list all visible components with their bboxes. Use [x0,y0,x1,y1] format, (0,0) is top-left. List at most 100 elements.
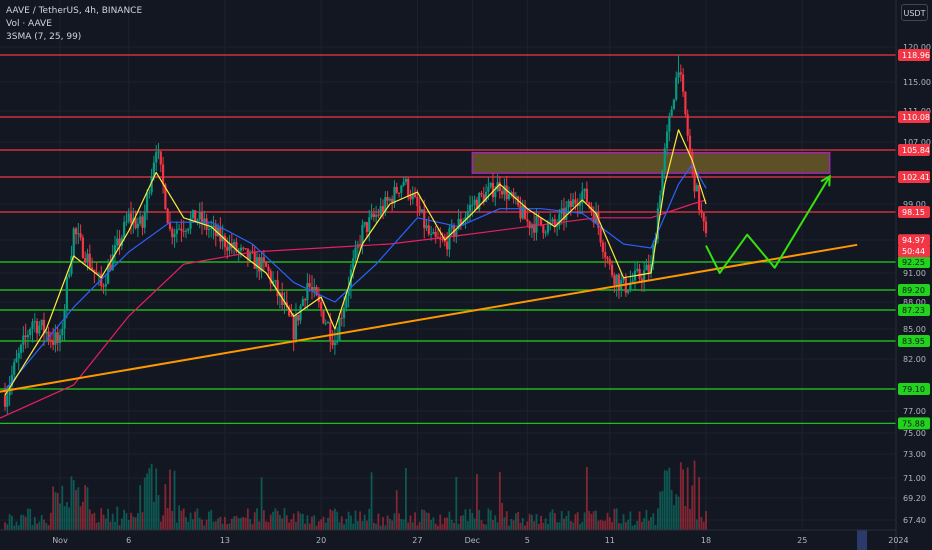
trendline [0,243,858,393]
volume-bar [260,477,263,530]
price-tick-label: 75.00 [903,429,926,438]
volume-bar [148,468,151,530]
volume-bar [391,520,394,530]
volume-bar [185,517,187,530]
volume-bar [659,491,662,530]
volume-bar [267,522,270,530]
level-badge-bg [898,284,930,296]
volume-bar [382,517,384,530]
time-tick-label: 20 [316,536,326,545]
candle-body [255,257,259,269]
symbol-title: AAVE / TetherUS, 4h, BINANCE [6,6,143,16]
volume-bar [652,513,655,530]
candle-body [235,242,238,252]
volume-bar [347,511,350,530]
candle-body [299,305,302,321]
volume-bar [210,510,213,530]
price-tick-label: 67.40 [903,516,926,525]
volume-bar [153,501,155,530]
candle-body [698,185,701,211]
volume-bar [595,510,597,530]
volume-bar [670,489,673,530]
candle-body [643,270,646,282]
candle-body [123,222,126,238]
volume-bar [329,509,332,530]
volume-bar [93,512,96,530]
volume-bar [75,489,77,530]
candle-body [77,233,80,235]
volume-bar [393,513,396,530]
level-badge: 118.96 [902,51,930,60]
candle-body [388,198,391,201]
sma99-line [0,199,707,419]
candle-body [3,395,7,407]
volume-bar [127,519,130,530]
time-tick-label: 2024 [888,536,908,545]
volume-bar [501,502,504,530]
volume-bar [111,513,114,530]
candle-body [180,228,183,231]
volume-bar [143,477,146,530]
candle-body [223,235,227,248]
volume-bar [336,511,339,530]
candle-body [118,238,121,246]
candle-body [507,194,511,200]
candle-body [402,181,405,186]
volume-bar [613,508,616,530]
candle-body [276,280,279,297]
volume-bar [36,523,38,530]
volume-bar [244,517,247,530]
candle-body [129,213,133,223]
candle-body [574,199,577,204]
candle-body [326,322,330,324]
candle-body [430,233,433,235]
volume-bar [462,515,465,530]
currency-button[interactable]: USDT [901,4,928,21]
candle-body [672,99,676,110]
level-badge: 105.84 [902,146,930,155]
volume-bar [201,519,203,530]
volume-bar [306,515,309,530]
volume-bar [345,518,348,530]
candle-body [345,296,348,308]
candle-body [622,278,625,281]
volume-bar [519,522,522,530]
candle-body [310,286,314,290]
candle-body [308,283,311,287]
chart-legend: AAVE / TetherUS, 4h, BINANCE Vol · AAVE … [6,5,142,44]
candle-body [688,135,692,152]
price-axis-bg [896,0,932,550]
volume-bar [517,511,520,530]
candle-body [459,218,462,225]
candle-body [411,194,414,200]
horizontal-levels [0,54,896,424]
candle-body [184,230,188,232]
volume-bar [114,521,116,530]
volume-bar [531,514,533,530]
candle-body [558,213,561,226]
volume-bar [315,525,318,530]
candle-body [638,268,641,279]
volume-bar [375,523,378,530]
candle-body [72,228,75,257]
volume-bar [645,509,648,530]
volume-bar [496,522,499,530]
volume-bar [65,502,68,530]
candle-body [361,224,364,246]
volume-bar [162,515,164,530]
volume-bar [686,467,689,530]
volume-bar [6,524,9,530]
resistance-zone [471,151,831,174]
volume-bar [494,515,497,530]
candle-body [306,283,309,301]
volume-bar [59,503,61,530]
volume-bar [448,511,451,530]
candle-body [494,191,497,198]
candle-body [232,242,236,249]
candle-body [501,190,504,195]
candle-body [535,216,538,233]
volume-bar [547,523,549,530]
volume-bar [359,511,361,530]
candle-body [684,91,687,115]
